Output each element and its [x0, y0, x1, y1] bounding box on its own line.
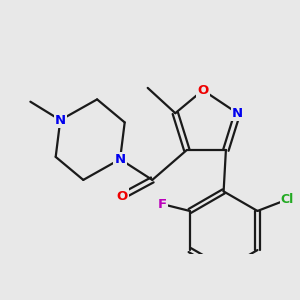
Text: O: O [197, 84, 208, 97]
Text: N: N [115, 153, 126, 166]
Text: N: N [232, 107, 243, 120]
Text: Cl: Cl [281, 193, 294, 206]
Text: F: F [158, 198, 167, 211]
Text: O: O [117, 190, 128, 202]
Text: N: N [55, 114, 66, 127]
